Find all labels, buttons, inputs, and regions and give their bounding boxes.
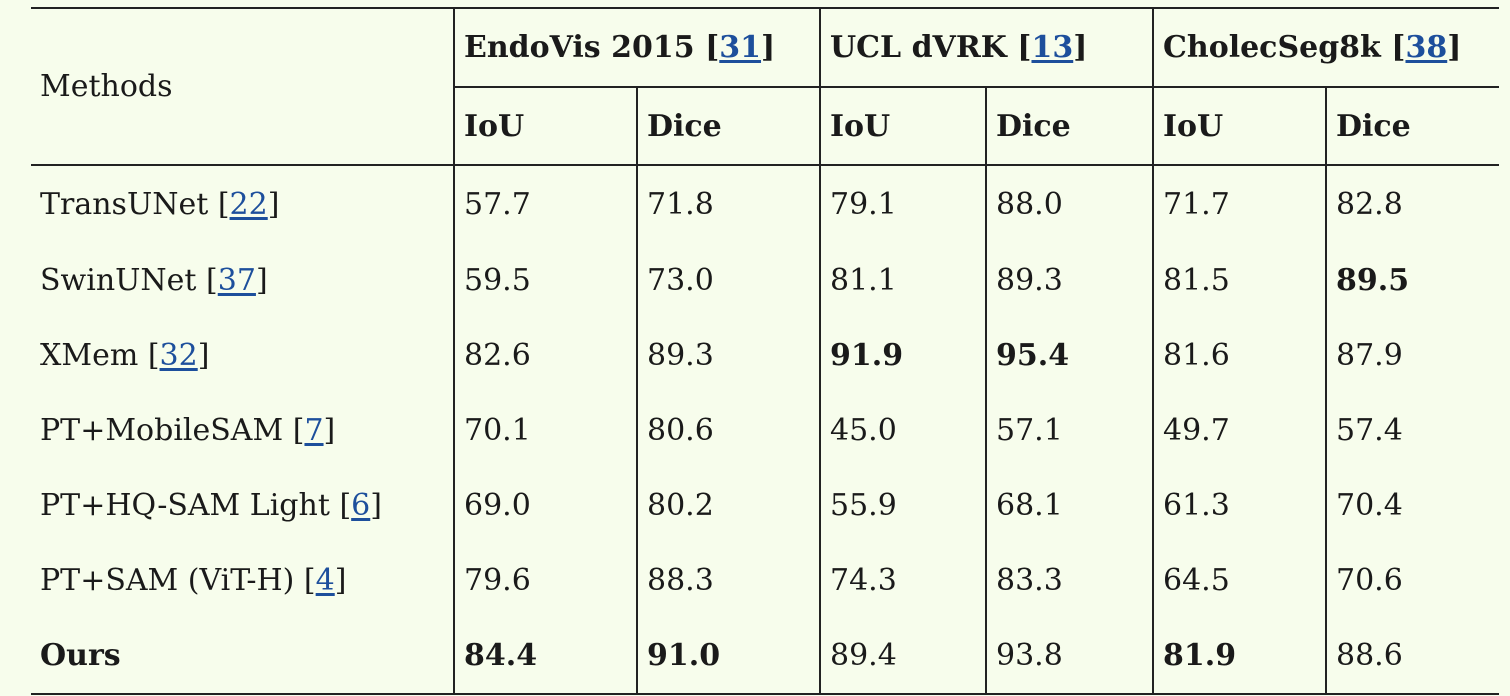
dataset-name: EndoVis 2015: [464, 30, 695, 65]
value-cell: 70.1: [453, 393, 637, 468]
value-cell: 81.1: [819, 243, 986, 318]
dataset-name: CholecSeg8k: [1163, 30, 1381, 65]
table-row: PT+MobileSAM [7] 70.1 80.6 45.0 57.1 49.7 57.4: [31, 393, 1499, 468]
citation-link[interactable]: 32: [159, 338, 198, 373]
value-cell: 89.5: [1325, 243, 1499, 318]
results-table: Methods EndoVis 2015 [31] UCL dVRK [13] …: [31, 7, 1499, 695]
method-cell: SwinUNet [37]: [40, 263, 268, 298]
value-cell: 89.3: [636, 318, 820, 393]
value-cell: 84.4: [453, 618, 637, 694]
citation-link[interactable]: 38: [1405, 30, 1448, 65]
table-body: TransUNet [22] 57.7 71.8 79.1 88.0 71.7 82.8 Sw…: [31, 165, 1499, 694]
value-cell: 64.5: [1152, 543, 1326, 618]
method-name: PT+SAM (ViT-H): [40, 563, 295, 598]
metric-header: Dice: [1325, 87, 1499, 165]
value-cell: 89.3: [985, 243, 1153, 318]
method-name: TransUNet: [40, 187, 209, 222]
method-name: PT+MobileSAM: [40, 413, 284, 448]
value-cell: 81.9: [1152, 618, 1326, 694]
value-cell: 71.8: [636, 165, 820, 243]
metric-header: Dice: [636, 87, 820, 165]
value-cell: 79.1: [819, 165, 986, 243]
value-cell: 59.5: [453, 243, 637, 318]
method-cell: PT+HQ-SAM Light [6]: [40, 488, 382, 523]
metric-header: IoU: [453, 87, 637, 165]
table-row: TransUNet [22] 57.7 71.8 79.1 88.0 71.7 82.8: [31, 165, 1499, 243]
value-cell: 88.0: [985, 165, 1153, 243]
value-cell: 73.0: [636, 243, 820, 318]
method-cell: XMem [32]: [40, 338, 210, 373]
value-cell: 74.3: [819, 543, 986, 618]
table-row: PT+SAM (ViT-H) [4] 79.6 88.3 74.3 83.3 64.5 70…: [31, 543, 1499, 618]
dataset-header-endovis: EndoVis 2015 [31]: [453, 8, 820, 88]
metric-header: IoU: [1152, 87, 1326, 165]
value-cell: 68.1: [985, 468, 1153, 543]
method-name: SwinUNet: [40, 263, 197, 298]
value-cell: 71.7: [1152, 165, 1326, 243]
value-cell: 89.4: [819, 618, 986, 694]
table-row: PT+HQ-SAM Light [6] 69.0 80.2 55.9 68.1 61.3 7…: [31, 468, 1499, 543]
value-cell: 49.7: [1152, 393, 1326, 468]
method-cell: PT+SAM (ViT-H) [4]: [40, 563, 347, 598]
method-name: PT+HQ-SAM Light: [40, 488, 330, 523]
value-cell: 91.9: [819, 318, 986, 393]
value-cell: 88.6: [1325, 618, 1499, 694]
value-cell: 82.6: [453, 318, 637, 393]
value-cell: 80.2: [636, 468, 820, 543]
dataset-name: UCL dVRK: [830, 30, 1007, 65]
table-row: Ours 84.4 91.0 89.4 93.8 81.9 88.6: [31, 618, 1499, 694]
citation-link[interactable]: 22: [229, 187, 268, 222]
table-row: SwinUNet [37] 59.5 73.0 81.1 89.3 81.5 89.5: [31, 243, 1499, 318]
citation-link[interactable]: 13: [1031, 30, 1074, 65]
table-header: Methods EndoVis 2015 [31] UCL dVRK [13] …: [31, 8, 1499, 165]
metric-header-row: IoU Dice IoU Dice IoU Dice: [31, 87, 1499, 165]
value-cell: 93.8: [985, 618, 1153, 694]
dataset-header-row: Methods EndoVis 2015 [31] UCL dVRK [13] …: [31, 8, 1499, 104]
value-cell: 81.6: [1152, 318, 1326, 393]
metric-header: IoU: [819, 87, 986, 165]
value-cell: 79.6: [453, 543, 637, 618]
value-cell: 91.0: [636, 618, 820, 694]
metric-header: Dice: [985, 87, 1153, 165]
method-name: Ours: [40, 638, 121, 673]
dataset-header-cholecseg: CholecSeg8k [38]: [1152, 8, 1499, 88]
method-cell: Ours: [31, 618, 454, 694]
value-cell: 83.3: [985, 543, 1153, 618]
value-cell: 61.3: [1152, 468, 1326, 543]
citation-link[interactable]: 7: [304, 413, 324, 448]
value-cell: 55.9: [819, 468, 986, 543]
dataset-header-ucl: UCL dVRK [13]: [819, 8, 1153, 88]
value-cell: 45.0: [819, 393, 986, 468]
value-cell: 69.0: [453, 468, 637, 543]
value-cell: 70.6: [1325, 543, 1499, 618]
method-cell: PT+MobileSAM [7]: [40, 413, 336, 448]
method-name: XMem: [40, 338, 139, 373]
value-cell: 57.1: [985, 393, 1153, 468]
value-cell: 82.8: [1325, 165, 1499, 243]
value-cell: 95.4: [985, 318, 1153, 393]
citation-link[interactable]: 31: [719, 30, 762, 65]
value-cell: 87.9: [1325, 318, 1499, 393]
value-cell: 80.6: [636, 393, 820, 468]
value-cell: 88.3: [636, 543, 820, 618]
value-cell: 57.7: [453, 165, 637, 243]
value-cell: 57.4: [1325, 393, 1499, 468]
methods-header: Methods: [40, 69, 173, 104]
value-cell: 70.4: [1325, 468, 1499, 543]
citation-link[interactable]: 4: [315, 563, 335, 598]
citation-link[interactable]: 6: [351, 488, 371, 523]
value-cell: 81.5: [1152, 243, 1326, 318]
table-row: XMem [32] 82.6 89.3 91.9 95.4 81.6 87.9: [31, 318, 1499, 393]
citation-link[interactable]: 37: [217, 263, 256, 298]
method-cell: TransUNet [22]: [40, 187, 280, 222]
